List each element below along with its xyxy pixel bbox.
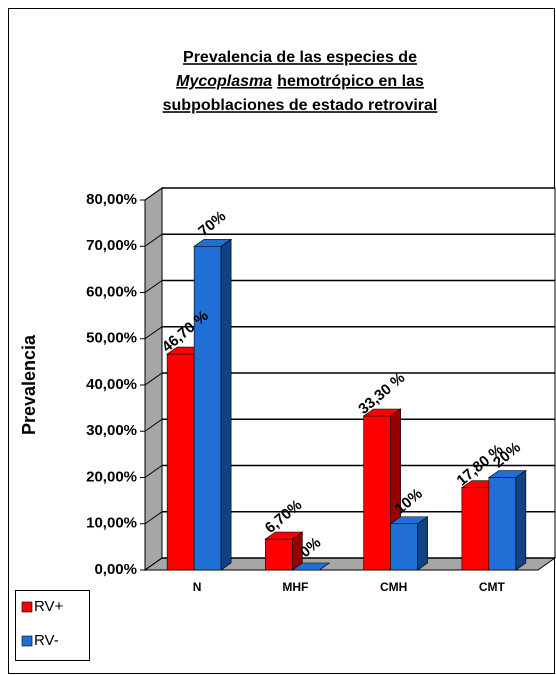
y-tick-label: 70,00%: [86, 237, 137, 254]
y-tick-label: 60,00%: [86, 283, 137, 300]
bar-top: [264, 531, 304, 540]
legend-swatch: [21, 601, 33, 613]
chart-title: Prevalencia de las especies de: [183, 49, 417, 66]
y-tick-label: 0,00%: [94, 561, 137, 578]
y-tick-label: 30,00%: [86, 422, 137, 439]
grid-line: [144, 187, 163, 201]
grid-line: [144, 280, 163, 293]
y-axis-title: Prevalencia: [19, 334, 39, 435]
x-tick-label: N: [193, 580, 202, 594]
bar-side-shade: [417, 516, 428, 570]
y-tick-label: 40,00%: [86, 376, 137, 393]
grid-line: [144, 233, 163, 247]
y-tick-label: 50,00%: [86, 330, 137, 347]
grid-line: [144, 326, 163, 340]
x-tick-label: CMT: [479, 580, 506, 594]
bar-side-shade: [292, 532, 303, 570]
bar-top: [291, 562, 331, 571]
legend-label: RV-: [34, 632, 59, 649]
chart-title: subpoblaciones de estado retroviral: [163, 97, 438, 114]
bar-side-shade: [221, 239, 232, 570]
bar: [193, 245, 222, 571]
grid-line: [144, 372, 163, 386]
bar-top: [389, 516, 429, 525]
bar: [265, 538, 293, 571]
bar-top: [193, 238, 233, 247]
y-tick-label: 10,00%: [86, 515, 137, 532]
bar: [390, 523, 418, 571]
bar-top: [487, 470, 527, 478]
legend-swatch: [21, 635, 33, 647]
bar: [461, 487, 490, 571]
bar-top: [362, 408, 402, 417]
y-tick-label: 20,00%: [86, 468, 137, 485]
x-tick-label: MHF: [282, 580, 308, 594]
bar: [363, 415, 391, 571]
bar: [166, 353, 195, 571]
legend-label: RV+: [34, 598, 64, 615]
x-tick-label: CMH: [380, 580, 407, 594]
y-tick-label: 80,00%: [86, 191, 137, 208]
grid-line: [144, 418, 163, 432]
chart-title: Mycoplasma hemotrópico en las: [176, 73, 424, 90]
grid-line: [144, 511, 163, 525]
chart-title-part: hemotrópico en las: [277, 73, 424, 90]
grid-line: [144, 557, 163, 571]
bar: [488, 477, 517, 571]
bar-side-shade: [515, 470, 526, 570]
grid-line: [144, 465, 163, 478]
chart-title-italic: Mycoplasma: [176, 73, 272, 90]
